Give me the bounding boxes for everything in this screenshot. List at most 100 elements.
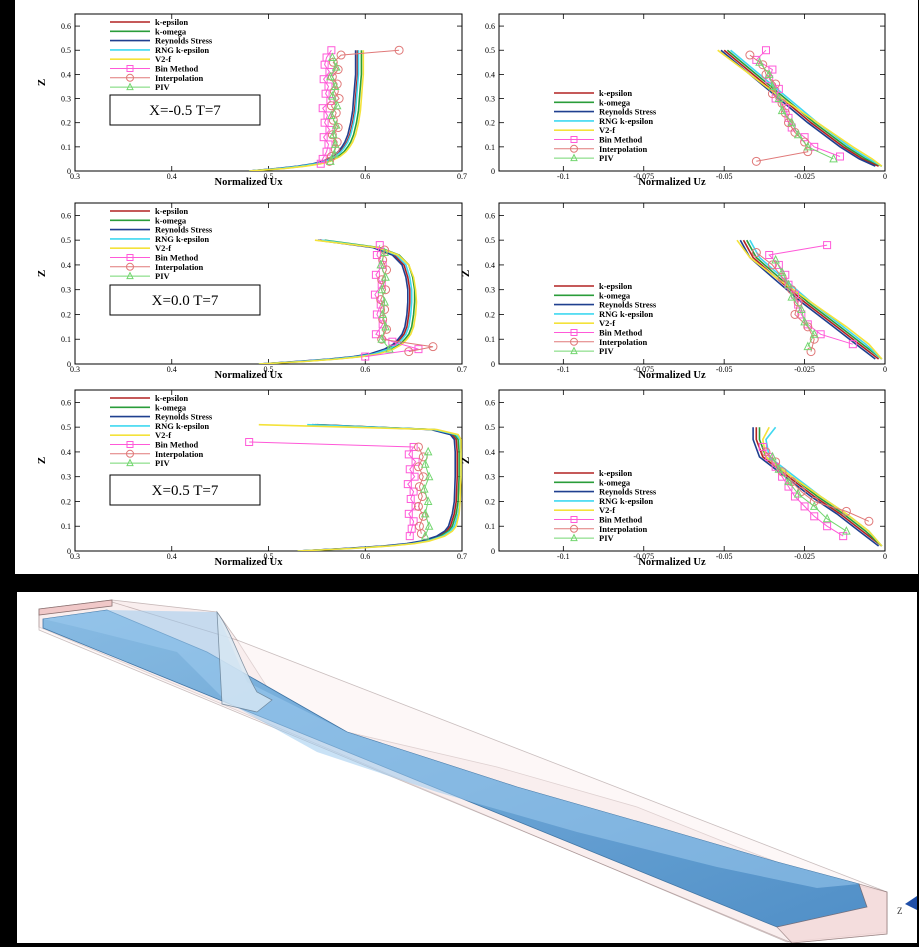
annotation-box [109,94,261,126]
chart-panel-2: -0.1 -0.075 -0.05 -0.025 0 0 0.1 0.2 0.3 0.4 0.5 0.… [485,13,887,188]
legend-label: RNG k-epsilon [155,234,209,244]
legend-label: PIV [599,153,615,163]
marker-point-interpolation [809,496,819,506]
marker-point-interpolation [416,529,426,539]
x-tick-label: -0.1 [557,552,570,561]
x-tick-label: 0.6 [360,172,370,181]
series-line-v2-f [761,426,883,547]
y-tick-label: 0.2 [485,119,495,128]
marker-point-piv [777,267,787,276]
marker-point-interpolation [767,260,777,270]
legend-label: Reynolds Stress [155,225,213,235]
y-tick-label: 0 [67,167,71,176]
x-axis-label: Normalized Uz [638,557,706,568]
y-tick-label: 0.5 [61,236,71,245]
marker-point-piv [330,139,340,148]
marker-point-piv [327,110,336,119]
marker-point-bin-method [411,457,420,466]
legend-label: RNG k-epsilon [599,309,653,319]
y-tick-label: 0.1 [61,143,71,152]
legend-label: Interpolation [155,449,203,459]
legend-marker [126,65,134,72]
marker-point-bin-method [370,290,379,299]
marker-point-bin-method [405,465,414,474]
marker-point-interpolation [377,275,387,285]
legend-label: Interpolation [155,262,203,272]
marker-point-bin-method [787,123,796,132]
marker-line-piv [775,259,815,347]
x-tick-label: -0.05 [716,172,733,181]
marker-line-interpolation [765,451,870,522]
plot-frame [498,202,886,365]
y-tick-label: 0.2 [61,497,71,506]
legend-label: RNG k-epsilon [599,496,653,506]
marker-point-interpolation [780,108,790,118]
y-tick-label: 0.1 [485,522,495,531]
marker-point-piv [330,81,340,90]
legend-marker [570,533,578,542]
series-line-v2-f [249,50,365,171]
marker-point-piv [842,526,851,535]
marker-point-bin-method [320,60,329,69]
x-tick-label: 0.7 [457,365,467,374]
legend-label: Interpolation [599,144,647,154]
marker-point-bin-method [372,251,381,260]
x-tick-label: -0.075 [633,365,654,374]
legend-label: k-omega [155,215,187,225]
marker-point-piv [377,284,387,294]
legend-label: k-epsilon [599,468,632,478]
marker-point-piv [326,156,335,165]
marker-point-piv [331,62,341,71]
legend-marker [126,271,134,280]
legend-label: Interpolation [599,524,647,534]
y-tick-label: 0.6 [61,211,71,220]
plot-frame [498,389,886,552]
legend-label: k-omega [155,402,187,412]
marker-point-interpolation [761,447,771,457]
y-tick-label: 0.3 [485,95,495,104]
marker-point-interpolation [324,156,334,166]
y-tick-label: 0 [67,360,71,369]
marker-point-bin-method [316,159,325,168]
marker-point-bin-method [835,152,844,161]
figure-panel: 0.3 0.4 0.5 0.6 0.7 0 0.1 0.2 0.3 0.4 0.5 0.6 Normal… [15,0,918,574]
marker-point-interpolation [841,506,851,516]
marker-point-bin-method [790,492,799,501]
annotation-label: X=0.0 T=7 [152,293,219,309]
marker-point-interpolation [800,137,810,147]
x-tick-label: 0 [883,552,887,561]
x-tick-label: 0.6 [360,552,370,561]
marker-point-piv [378,309,387,318]
series-line-v2-f [258,423,462,551]
axis-glyph-label: Z [897,906,903,916]
marker-point-bin-method [758,442,767,451]
legend-label: PIV [599,533,615,543]
y-tick-label: 0.3 [61,473,71,482]
marker-point-piv [380,247,389,257]
chart-panel-3: 0.3 0.4 0.5 0.6 0.7 0 0.1 0.2 0.3 0.4 0.5 0.6 Normal… [36,202,467,381]
marker-point-piv [385,344,394,353]
marker-point-bin-method [371,330,380,339]
series-line-k-omega [746,239,883,360]
x-axis-label: Normalized Uz [638,370,706,381]
legend-label: k-epsilon [155,393,188,403]
x-tick-label: 0.4 [167,552,177,561]
marker-point-piv [800,316,809,326]
marker-point-interpolation [376,295,386,305]
inlet-box [38,599,113,616]
marker-point-piv [329,148,339,158]
flume-render: Z [17,592,917,943]
marker-point-piv [822,513,832,523]
legend-marker [570,144,578,153]
marker-point-piv [420,531,430,540]
y-tick-label: 0.2 [485,497,495,506]
marker-point-piv [777,105,787,115]
legend-marker [570,516,578,523]
plot-frame [74,13,463,172]
marker-point-bin-method [761,46,770,55]
legend-label: Bin Method [599,135,642,145]
